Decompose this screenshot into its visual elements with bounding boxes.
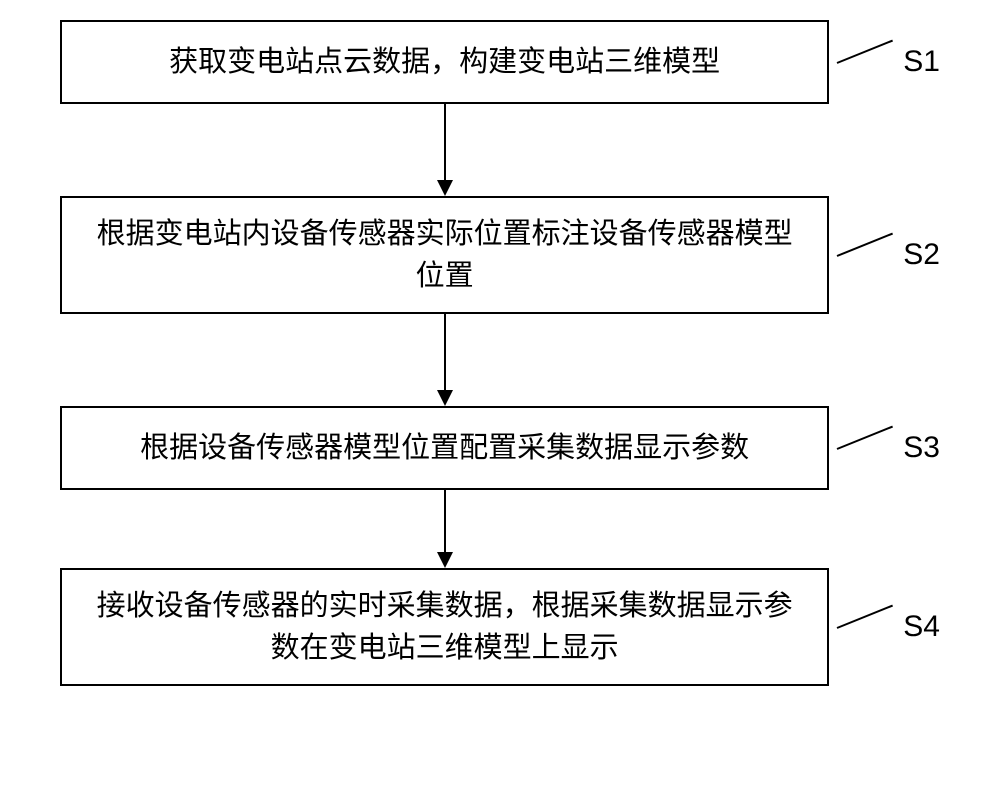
step-text-s2: 根据变电站内设备传感器实际位置标注设备传感器模型位置 <box>86 213 803 297</box>
label-wrap-s2: S2 <box>837 238 940 272</box>
arrow-down-3 <box>430 490 460 568</box>
label-wrap-s4: S4 <box>837 610 940 644</box>
arrow-down-1 <box>430 104 460 196</box>
step-row-s3: 根据设备传感器模型位置配置采集数据显示参数 S3 <box>60 406 940 490</box>
step-label-s2: S2 <box>903 238 940 272</box>
step-text-s4: 接收设备传感器的实时采集数据，根据采集数据显示参数在变电站三维模型上显示 <box>86 585 803 669</box>
step-row-s4: 接收设备传感器的实时采集数据，根据采集数据显示参数在变电站三维模型上显示 S4 <box>60 568 940 686</box>
label-wrap-s3: S3 <box>837 431 940 465</box>
arrow-down-2 <box>430 314 460 406</box>
flowchart-container: 获取变电站点云数据，构建变电站三维模型 S1 根据变电站内设备传感器实际位置标注… <box>60 20 940 686</box>
label-leader-s4 <box>837 614 897 640</box>
step-label-s3: S3 <box>903 431 940 465</box>
step-label-s4: S4 <box>903 610 940 644</box>
step-box-s3: 根据设备传感器模型位置配置采集数据显示参数 <box>60 406 829 490</box>
step-box-s4: 接收设备传感器的实时采集数据，根据采集数据显示参数在变电站三维模型上显示 <box>60 568 829 686</box>
step-text-s3: 根据设备传感器模型位置配置采集数据显示参数 <box>140 427 749 469</box>
arrow-gap-1 <box>60 104 830 196</box>
arrow-gap-3 <box>60 490 830 568</box>
label-leader-s2 <box>837 242 897 268</box>
step-box-s1: 获取变电站点云数据，构建变电站三维模型 <box>60 20 829 104</box>
label-leader-s3 <box>837 435 897 461</box>
step-row-s2: 根据变电站内设备传感器实际位置标注设备传感器模型位置 S2 <box>60 196 940 314</box>
arrow-gap-2 <box>60 314 830 406</box>
label-wrap-s1: S1 <box>837 45 940 79</box>
label-leader-s1 <box>837 49 897 75</box>
step-label-s1: S1 <box>903 45 940 79</box>
step-row-s1: 获取变电站点云数据，构建变电站三维模型 S1 <box>60 20 940 104</box>
step-text-s1: 获取变电站点云数据，构建变电站三维模型 <box>169 41 720 83</box>
step-box-s2: 根据变电站内设备传感器实际位置标注设备传感器模型位置 <box>60 196 829 314</box>
